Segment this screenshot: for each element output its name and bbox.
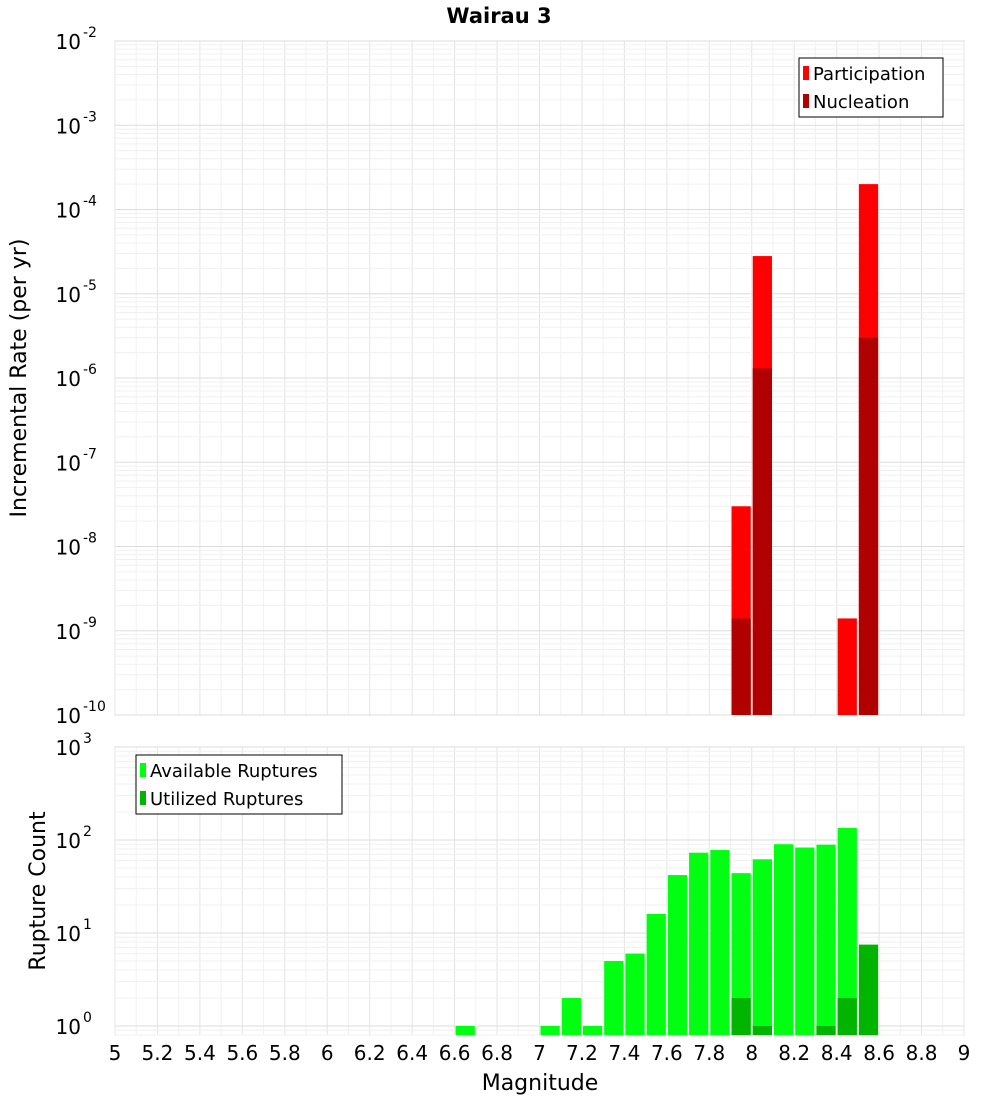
bar-available-ruptures-7_55 bbox=[646, 914, 666, 1035]
y-tick-base-rate--4: 10 bbox=[56, 199, 81, 223]
y-tick-base-rate--6: 10 bbox=[56, 367, 81, 391]
y-tick-base-rate--9: 10 bbox=[56, 620, 81, 644]
x-axis-ticks: 5 5.2 5.4 5.6 5.8 6 6.2 6.4 6.6 6.8 7 7.2 7.4 7.6 7.8 8… bbox=[109, 1041, 971, 1065]
y-tick-exponent-count-3: 3 bbox=[83, 731, 92, 747]
bar-available-ruptures-7_85 bbox=[710, 850, 730, 1035]
x-tick-label-5_2: 5.2 bbox=[142, 1041, 174, 1065]
y-tick-exponent-count-1: 1 bbox=[83, 917, 92, 933]
x-tick-label-6: 6 bbox=[321, 1041, 334, 1065]
y-tick-exponent-rate--2: -2 bbox=[83, 25, 97, 41]
x-tick-label-6_8: 6.8 bbox=[481, 1041, 513, 1065]
bar-available-ruptures-8_15 bbox=[773, 844, 794, 1035]
y-tick-exponent-rate--4: -4 bbox=[83, 194, 97, 210]
y-tick-exponent-rate--3: -3 bbox=[83, 109, 97, 125]
y-tick-exponent-rate--10: -10 bbox=[83, 699, 106, 715]
rate-y-ticks: 10-210-310-410-510-610-710-810-910-10 bbox=[56, 25, 106, 728]
rate-grid bbox=[114, 40, 965, 716]
bar-utilized-ruptures-8_35 bbox=[816, 1025, 836, 1035]
count-y-axis-title: Rupture Count bbox=[26, 811, 51, 971]
x-tick-label-5_4: 5.4 bbox=[184, 1041, 216, 1065]
x-tick-label-7_4: 7.4 bbox=[608, 1041, 640, 1065]
x-tick-label-6_6: 6.6 bbox=[439, 1041, 471, 1065]
x-tick-label-8: 8 bbox=[745, 1041, 758, 1065]
legend-label-nucleation: Nucleation bbox=[813, 92, 909, 113]
bar-available-ruptures-7_15 bbox=[561, 997, 581, 1035]
bar-available-ruptures-8_05 bbox=[752, 859, 772, 1035]
y-tick-base-count-3: 10 bbox=[56, 736, 81, 760]
y-tick-exponent-rate--8: -8 bbox=[83, 531, 97, 547]
bar-available-ruptures-7_95 bbox=[731, 873, 751, 1035]
y-tick-exponent-rate--9: -9 bbox=[83, 615, 97, 631]
x-tick-label-7_6: 7.6 bbox=[651, 1041, 683, 1065]
bar-available-ruptures-8_45 bbox=[837, 827, 857, 1035]
y-tick-exponent-rate--7: -7 bbox=[83, 446, 97, 462]
bar-utilized-ruptures-7_95 bbox=[731, 997, 751, 1035]
x-tick-label-8_2: 8.2 bbox=[778, 1041, 810, 1065]
bar-available-ruptures-7_05 bbox=[540, 1025, 560, 1035]
x-tick-label-7_8: 7.8 bbox=[693, 1041, 725, 1065]
x-tick-label-8_6: 8.6 bbox=[863, 1041, 895, 1065]
x-tick-label-5_6: 5.6 bbox=[226, 1041, 258, 1065]
count-bars bbox=[455, 827, 879, 1035]
bar-utilized-ruptures-8_45 bbox=[837, 997, 857, 1035]
y-tick-base-rate--5: 10 bbox=[56, 283, 81, 307]
rate-legend-box bbox=[798, 57, 944, 118]
y-tick-exponent-rate--5: -5 bbox=[83, 278, 97, 294]
x-tick-label-7_2: 7.2 bbox=[566, 1041, 598, 1065]
y-tick-base-count-2: 10 bbox=[56, 829, 81, 853]
bar-nucleation-8_05 bbox=[752, 368, 772, 715]
rate-panel: 10-210-310-410-510-610-710-810-910-10 In… bbox=[7, 25, 965, 728]
y-tick-base-count-1: 10 bbox=[56, 922, 81, 946]
legend-swatch-available-ruptures bbox=[140, 763, 146, 777]
y-tick-base-rate--7: 10 bbox=[56, 451, 81, 475]
rate-y-axis-title: Incremental Rate (per yr) bbox=[7, 239, 32, 518]
y-tick-exponent-count-0: 0 bbox=[83, 1010, 92, 1026]
x-tick-label-5: 5 bbox=[109, 1041, 122, 1065]
bar-utilized-ruptures-8_55 bbox=[858, 944, 879, 1035]
bar-available-ruptures-7_75 bbox=[689, 852, 709, 1035]
legend-swatch-nucleation bbox=[803, 94, 809, 108]
x-tick-label-6_2: 6.2 bbox=[354, 1041, 386, 1065]
y-tick-exponent-rate--6: -6 bbox=[83, 362, 97, 378]
bar-available-ruptures-8_35 bbox=[816, 844, 836, 1035]
bar-participation-8_45 bbox=[837, 618, 857, 715]
bar-utilized-ruptures-8_05 bbox=[752, 1025, 772, 1035]
legend-label-participation: Participation bbox=[813, 64, 925, 85]
x-axis-title: Magnitude bbox=[482, 1071, 599, 1096]
legend-label-available-ruptures: Available Ruptures bbox=[150, 761, 318, 782]
bar-available-ruptures-7_65 bbox=[667, 875, 688, 1035]
legend-label-utilized-ruptures: Utilized Ruptures bbox=[150, 789, 303, 810]
x-tick-label-8_8: 8.8 bbox=[906, 1041, 938, 1065]
y-tick-exponent-count-2: 2 bbox=[83, 824, 92, 840]
y-tick-base-rate--3: 10 bbox=[56, 114, 81, 138]
legend-swatch-utilized-ruptures bbox=[140, 791, 146, 805]
bar-available-ruptures-7_45 bbox=[625, 953, 645, 1035]
count-legend: Available Ruptures Utilized Ruptures bbox=[135, 754, 343, 815]
x-tick-label-9: 9 bbox=[958, 1041, 971, 1065]
x-tick-label-5_8: 5.8 bbox=[269, 1041, 301, 1065]
rate-bars bbox=[731, 184, 879, 715]
y-tick-base-rate--10: 10 bbox=[56, 704, 81, 728]
y-tick-base-rate--2: 10 bbox=[56, 30, 81, 54]
bar-nucleation-8_55 bbox=[858, 337, 879, 715]
x-tick-label-6_4: 6.4 bbox=[396, 1041, 428, 1065]
bar-available-ruptures-7_25 bbox=[582, 1025, 603, 1035]
count-legend-box bbox=[135, 754, 343, 815]
bar-nucleation-7_95 bbox=[731, 618, 751, 715]
legend-swatch-participation bbox=[803, 66, 809, 80]
x-tick-label-7: 7 bbox=[533, 1041, 546, 1065]
bar-available-ruptures-8_25 bbox=[795, 847, 815, 1035]
chart-title: Wairau 3 bbox=[446, 4, 551, 28]
bar-available-ruptures-6_65 bbox=[455, 1025, 475, 1035]
y-tick-base-count-0: 10 bbox=[56, 1015, 81, 1039]
rate-legend: Participation Nucleation bbox=[798, 57, 944, 118]
y-tick-base-rate--8: 10 bbox=[56, 536, 81, 560]
bar-available-ruptures-7_35 bbox=[604, 960, 624, 1035]
x-tick-label-8_4: 8.4 bbox=[821, 1041, 853, 1065]
